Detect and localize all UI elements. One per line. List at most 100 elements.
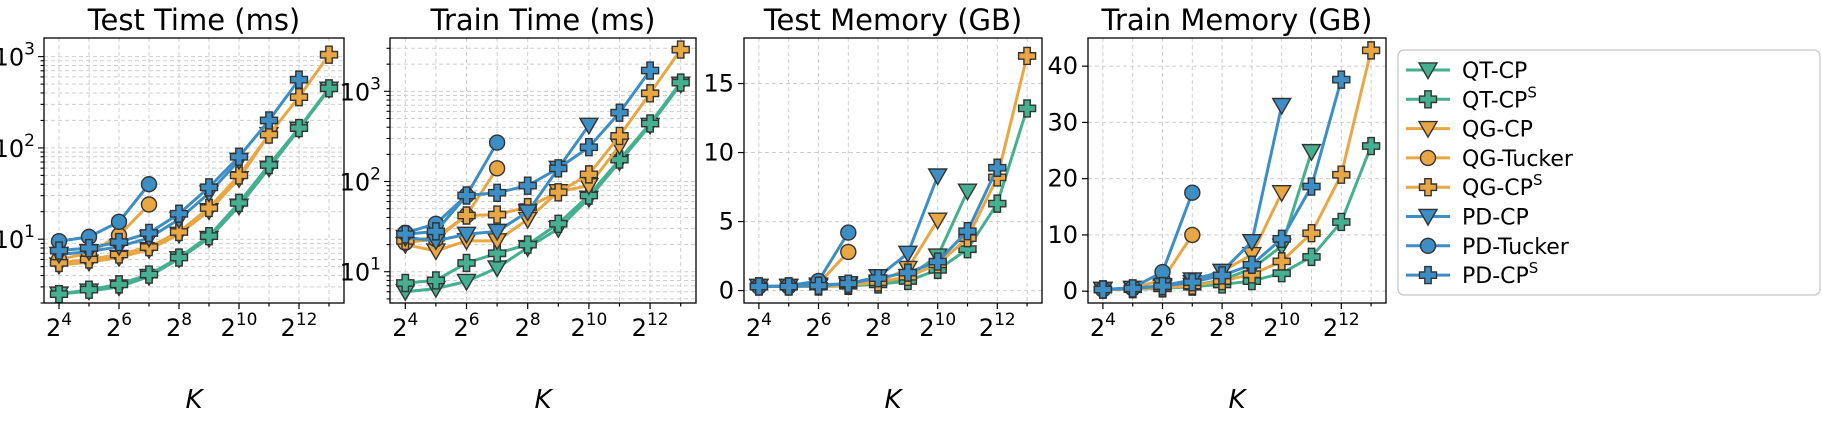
data-point — [169, 222, 189, 242]
data-point — [1017, 99, 1037, 118]
series-pd-cp-s — [749, 158, 1007, 296]
data-point — [396, 225, 415, 244]
data-point — [1184, 226, 1201, 244]
series-qt-cp-s — [396, 73, 690, 293]
data-point — [927, 168, 948, 186]
data-point — [809, 276, 828, 295]
data-point — [610, 103, 629, 122]
y-tick-label: 103 — [0, 40, 35, 72]
x-tick-label: 24 — [746, 310, 772, 342]
legend-marker — [1417, 208, 1439, 227]
series-qt-cp-s — [49, 79, 339, 304]
data-point — [640, 114, 660, 133]
data-point — [487, 183, 507, 202]
data-point — [488, 134, 506, 151]
data-point — [319, 45, 339, 64]
x-axis-label: K — [1228, 385, 1247, 415]
data-point — [1302, 247, 1321, 267]
data-point — [779, 277, 798, 296]
series-pd-cp-s — [49, 70, 309, 260]
data-point — [840, 224, 857, 241]
y-tick-label: 10 — [703, 139, 734, 167]
y-tick-label: 101 — [0, 222, 35, 254]
series-line — [758, 231, 850, 288]
legend-marker — [1418, 90, 1438, 109]
legend-entry-pd-cp-s: PD-CPS — [1406, 259, 1538, 289]
data-point — [140, 196, 158, 213]
series-line — [405, 48, 682, 243]
x-tick-label: 212 — [1323, 310, 1360, 342]
data-point — [487, 205, 507, 224]
y-tick-label: 101 — [340, 255, 381, 287]
data-point — [1212, 266, 1232, 285]
x-axis-label: K — [185, 385, 204, 415]
data-point — [199, 178, 219, 197]
legend-entry-pd-cp: PD-CP — [1406, 206, 1529, 231]
data-point — [289, 70, 309, 89]
data-point — [396, 273, 415, 293]
data-point — [1332, 70, 1351, 89]
data-point — [549, 159, 568, 178]
data-point — [486, 260, 508, 278]
data-point — [49, 241, 69, 260]
data-point — [898, 263, 918, 282]
data-point — [1272, 229, 1291, 249]
x-tick-label: 210 — [221, 310, 258, 342]
data-point — [259, 155, 279, 175]
y-tick-label: 102 — [0, 131, 35, 163]
data-point — [199, 226, 219, 246]
data-point — [840, 243, 857, 261]
data-point — [928, 252, 947, 271]
x-tick-label: 212 — [632, 310, 669, 342]
legend-label: QG-CP — [1462, 118, 1533, 143]
x-tick-label: 24 — [392, 310, 418, 342]
x-tick-label: 26 — [453, 310, 479, 342]
data-point — [139, 265, 159, 284]
data-point — [319, 79, 339, 98]
data-point — [1183, 272, 1202, 292]
data-point — [1242, 255, 1262, 274]
legend-entry-qt-cp: QT-CP — [1406, 59, 1527, 84]
x-tick-label: 210 — [570, 310, 607, 342]
data-point — [1272, 252, 1291, 271]
data-point — [457, 253, 476, 273]
y-tick-label: 103 — [340, 74, 381, 106]
series-qt-cp — [48, 81, 340, 305]
data-point — [229, 166, 249, 185]
legend-entry-qg-cp: QG-CP — [1406, 118, 1533, 143]
legend-label: QT-CP — [1462, 59, 1527, 84]
legend-entry-qg-tucker: QG-Tucker — [1406, 147, 1574, 172]
series-line — [1102, 50, 1373, 291]
series-qt-cp — [748, 183, 978, 297]
data-point — [897, 245, 919, 264]
series-line — [58, 88, 331, 296]
legend-label: QG-Tucker — [1462, 147, 1574, 172]
data-point — [1241, 233, 1263, 252]
panel-title: Train Time (ms) — [430, 3, 656, 37]
x-tick-label: 26 — [805, 310, 831, 342]
legend-marker — [1419, 237, 1437, 255]
data-point — [1271, 97, 1292, 116]
data-point — [1302, 177, 1321, 196]
plot-frame — [1087, 37, 1387, 304]
legend-box — [1397, 49, 1821, 296]
data-point — [640, 84, 660, 103]
x-tick-label: 28 — [1209, 310, 1235, 342]
data-point — [927, 212, 948, 231]
x-tick-label: 210 — [919, 310, 956, 342]
data-point — [79, 238, 99, 258]
data-point — [456, 226, 477, 245]
data-point — [1153, 276, 1172, 296]
data-point — [1184, 184, 1201, 201]
data-point — [671, 40, 690, 59]
data-point — [487, 244, 507, 263]
data-point — [579, 165, 599, 184]
legend-entry-pd-tucker: PD-Tucker — [1406, 235, 1570, 260]
y-tick-label: 15 — [703, 70, 734, 98]
panel-title: Test Time (ms) — [87, 3, 301, 37]
data-point — [169, 204, 189, 223]
data-point — [549, 183, 568, 202]
y-tick-label: 10 — [1047, 221, 1078, 249]
data-point — [488, 160, 506, 177]
